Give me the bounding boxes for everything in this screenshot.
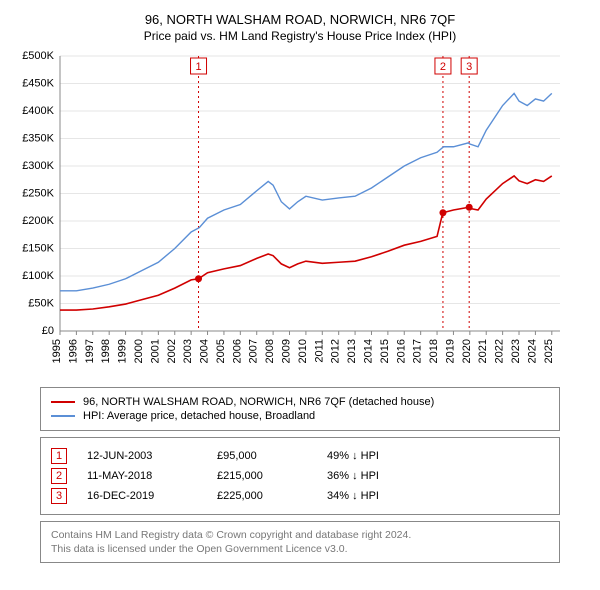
svg-text:2008: 2008 (264, 339, 276, 363)
svg-text:2005: 2005 (215, 339, 227, 363)
sale-row: 2 11-MAY-2018 £215,000 36% ↓ HPI (51, 468, 549, 484)
svg-text:2015: 2015 (379, 339, 391, 363)
svg-text:2000: 2000 (133, 339, 145, 363)
svg-text:2024: 2024 (526, 339, 538, 363)
footer: Contains HM Land Registry data © Crown c… (40, 521, 560, 563)
svg-text:1: 1 (195, 61, 201, 73)
svg-text:2025: 2025 (543, 339, 555, 363)
svg-text:2: 2 (440, 61, 446, 73)
svg-text:2013: 2013 (346, 339, 358, 363)
sale-date: 16-DEC-2019 (87, 490, 197, 502)
legend-row: 96, NORTH WALSHAM ROAD, NORWICH, NR6 7QF… (51, 396, 549, 408)
svg-text:2001: 2001 (149, 339, 161, 363)
legend-label: HPI: Average price, detached house, Broa… (83, 410, 315, 422)
svg-text:2023: 2023 (510, 339, 522, 363)
svg-text:2010: 2010 (297, 339, 309, 363)
svg-text:2018: 2018 (428, 339, 440, 363)
svg-text:2011: 2011 (313, 339, 325, 363)
svg-text:£250K: £250K (22, 188, 54, 200)
sale-price: £225,000 (217, 490, 307, 502)
sale-price: £95,000 (217, 450, 307, 462)
sale-date: 11-MAY-2018 (87, 470, 197, 482)
svg-text:2012: 2012 (330, 339, 342, 363)
footer-line1: Contains HM Land Registry data © Crown c… (51, 528, 549, 542)
svg-text:3: 3 (466, 61, 472, 73)
svg-text:1997: 1997 (84, 339, 96, 363)
legend: 96, NORTH WALSHAM ROAD, NORWICH, NR6 7QF… (40, 387, 560, 431)
svg-text:2006: 2006 (231, 339, 243, 363)
svg-text:2022: 2022 (494, 339, 506, 363)
sale-date: 12-JUN-2003 (87, 450, 197, 462)
chart: £0 £50K £100K £150K £200K £250K £300K £350K £400… (10, 51, 590, 381)
svg-text:1998: 1998 (100, 339, 112, 363)
svg-text:£0: £0 (42, 325, 54, 337)
svg-text:£50K: £50K (28, 298, 54, 310)
sale-row: 1 12-JUN-2003 £95,000 49% ↓ HPI (51, 448, 549, 464)
svg-text:£500K: £500K (22, 51, 54, 62)
svg-text:1996: 1996 (67, 339, 79, 363)
sale-delta: 49% ↓ HPI (327, 450, 379, 462)
legend-swatch (51, 401, 75, 403)
sale-price: £215,000 (217, 470, 307, 482)
chart-svg: £0 £50K £100K £150K £200K £250K £300K £350K £400… (10, 51, 570, 381)
svg-text:£400K: £400K (22, 105, 54, 117)
svg-text:£100K: £100K (22, 270, 54, 282)
svg-text:£450K: £450K (22, 78, 54, 90)
title-main: 96, NORTH WALSHAM ROAD, NORWICH, NR6 7QF (10, 12, 590, 27)
sale-delta: 34% ↓ HPI (327, 490, 379, 502)
svg-text:2007: 2007 (248, 339, 260, 363)
svg-text:2014: 2014 (362, 339, 374, 363)
svg-text:2003: 2003 (182, 339, 194, 363)
title-block: 96, NORTH WALSHAM ROAD, NORWICH, NR6 7QF… (10, 12, 590, 43)
footer-line2: This data is licensed under the Open Gov… (51, 542, 549, 556)
svg-text:1995: 1995 (51, 339, 63, 363)
svg-text:2004: 2004 (199, 339, 211, 363)
svg-text:£200K: £200K (22, 215, 54, 227)
svg-text:£150K: £150K (22, 243, 54, 255)
svg-text:2009: 2009 (281, 339, 293, 363)
svg-text:2021: 2021 (477, 339, 489, 363)
svg-text:2002: 2002 (166, 339, 178, 363)
svg-text:2017: 2017 (412, 339, 424, 363)
title-sub: Price paid vs. HM Land Registry's House … (10, 29, 590, 43)
legend-row: HPI: Average price, detached house, Broa… (51, 410, 549, 422)
sales-table: 1 12-JUN-2003 £95,000 49% ↓ HPI 2 11-MAY-2018… (40, 437, 560, 515)
svg-text:2020: 2020 (461, 339, 473, 363)
svg-text:£300K: £300K (22, 160, 54, 172)
sale-number-box: 3 (51, 488, 67, 504)
svg-text:£350K: £350K (22, 133, 54, 145)
svg-text:2019: 2019 (444, 339, 456, 363)
legend-label: 96, NORTH WALSHAM ROAD, NORWICH, NR6 7QF… (83, 396, 434, 408)
sale-row: 3 16-DEC-2019 £225,000 34% ↓ HPI (51, 488, 549, 504)
legend-swatch (51, 415, 75, 417)
sale-number-box: 2 (51, 468, 67, 484)
svg-text:2016: 2016 (395, 339, 407, 363)
svg-text:1999: 1999 (117, 339, 129, 363)
sale-delta: 36% ↓ HPI (327, 470, 379, 482)
sale-number-box: 1 (51, 448, 67, 464)
